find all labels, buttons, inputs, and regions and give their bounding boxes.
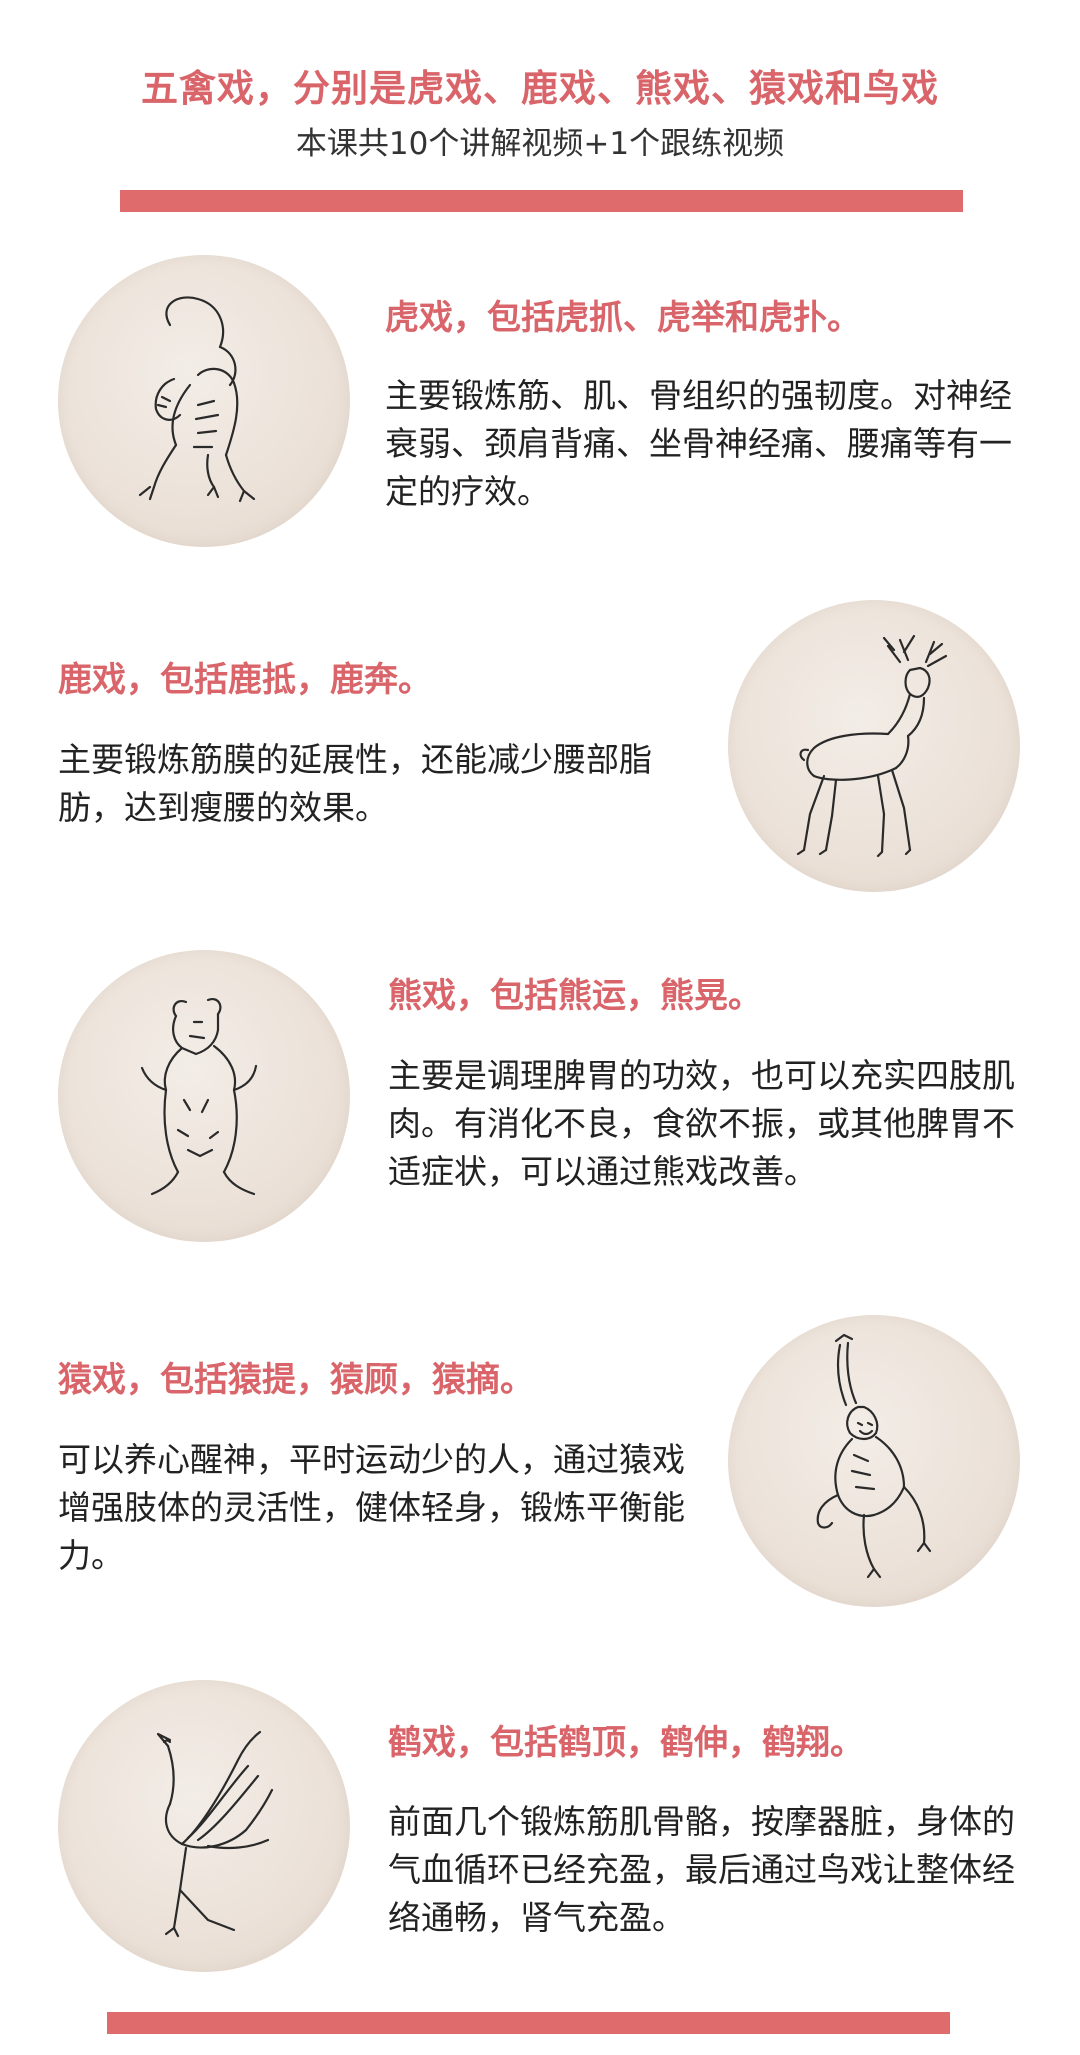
deer-circle bbox=[728, 600, 1020, 892]
bear-title: 熊戏，包括熊运，熊晃。 bbox=[388, 976, 762, 1016]
bear-desc: 主要是调理脾胃的功效，也可以充实四肢肌肉。有消化不良，食欲不振，或其他脾胃不适症… bbox=[388, 1056, 1015, 1191]
top-divider-bar bbox=[120, 190, 963, 212]
tiger-icon bbox=[138, 296, 256, 503]
tiger-title: 虎戏，包括虎抓、虎举和虎扑。 bbox=[385, 298, 861, 338]
bottom-divider-bar bbox=[107, 2012, 950, 2034]
monkey-icon bbox=[816, 1333, 932, 1579]
deer-icon bbox=[796, 634, 948, 858]
deer-title: 鹿戏，包括鹿抵，鹿奔。 bbox=[58, 660, 432, 700]
bear-icon bbox=[140, 998, 258, 1196]
bear-circle bbox=[58, 950, 350, 1242]
tiger-circle bbox=[58, 255, 350, 547]
monkey-title: 猿戏，包括猿提，猿顾，猿摘。 bbox=[58, 1360, 534, 1400]
monkey-desc: 可以养心醒神，平时运动少的人，通过猿戏增强肢体的灵活性，健体轻身，锻炼平衡能力。 bbox=[58, 1440, 685, 1575]
header-title: 五禽戏，分别是虎戏、鹿戏、熊戏、猿戏和鸟戏 bbox=[141, 67, 939, 110]
header-subtitle: 本课共10个讲解视频+1个跟练视频 bbox=[295, 126, 785, 162]
deer-desc: 主要锻炼筋膜的延展性，还能减少腰部脂肪，达到瘦腰的效果。 bbox=[58, 740, 652, 827]
tiger-desc: 主要锻炼筋、肌、骨组织的强韧度。对神经衰弱、颈肩背痛、坐骨神经痛、腰痛等有一定的… bbox=[385, 376, 1012, 511]
crane-desc: 前面几个锻炼筋肌骨骼，按摩器脏，身体的气血循环已经充盈，最后通过鸟戏让整体经络通… bbox=[388, 1802, 1015, 1937]
crane-icon bbox=[156, 1730, 274, 1938]
crane-title: 鹤戏，包括鹤顶，鹤伸，鹤翔。 bbox=[388, 1723, 864, 1763]
crane-circle bbox=[58, 1680, 350, 1972]
monkey-circle bbox=[728, 1315, 1020, 1607]
